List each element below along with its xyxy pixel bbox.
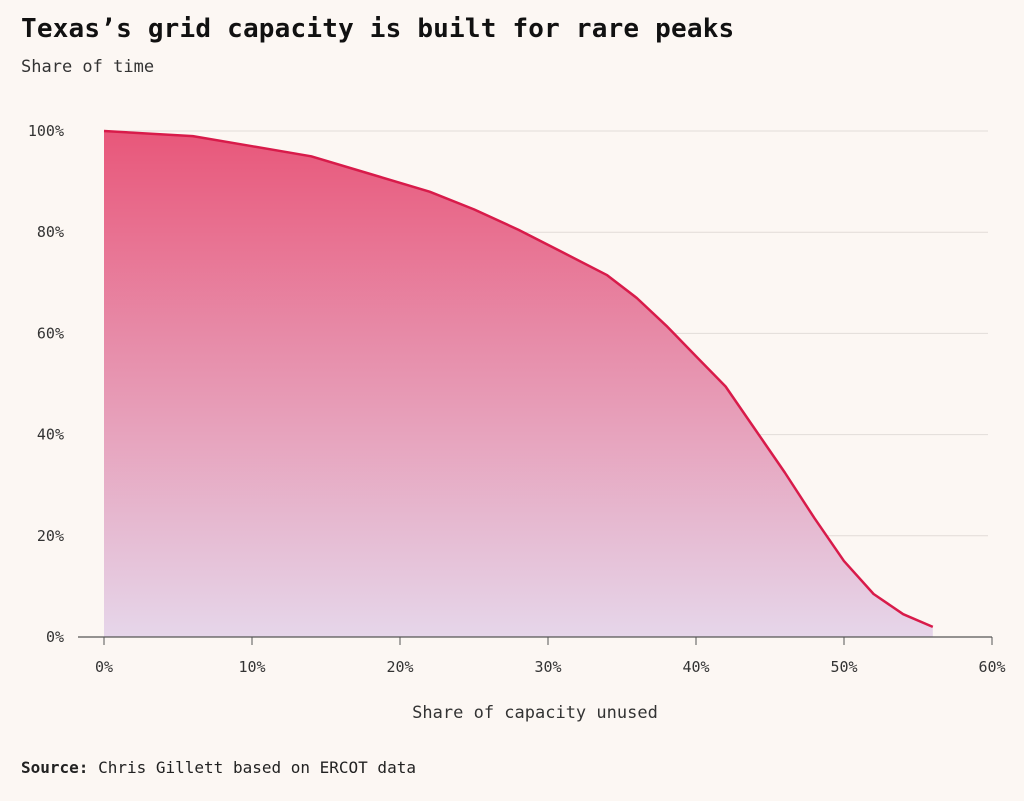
- tick-labels: 0% 20% 40% 60% 80% 100% 0% 10% 20% 30% 40% 50% 60% Sh…: [28, 122, 1006, 723]
- x-tick-label: 50%: [830, 658, 857, 676]
- area-chart: 0% 20% 40% 60% 80% 100% 0% 10% 20% 30% 40% 50% 60% Sh…: [28, 122, 1006, 723]
- x-tick-label: 20%: [386, 658, 413, 676]
- y-tick-label: 100%: [28, 122, 64, 140]
- x-tick-label: 0%: [95, 658, 113, 676]
- x-tick-label: 60%: [978, 658, 1005, 676]
- y-tick-label: 20%: [37, 527, 64, 545]
- area-fill: [104, 131, 933, 637]
- y-tick-label: 80%: [37, 223, 64, 241]
- source-text: Chris Gillett based on ERCOT data: [98, 758, 416, 777]
- y-tick-label: 40%: [37, 426, 64, 444]
- y-tick-label: 0%: [46, 628, 64, 646]
- area-series: [103, 129, 934, 637]
- chart-title: Texas’s grid capacity is built for rare …: [21, 14, 735, 44]
- x-axis-title: Share of capacity unused: [412, 703, 658, 723]
- axes: [78, 636, 993, 645]
- x-tick-label: 40%: [682, 658, 709, 676]
- y-tick-label: 60%: [37, 324, 64, 342]
- source-note: Source: Chris Gillett based on ERCOT dat…: [21, 758, 416, 777]
- chart-subtitle: Share of time: [21, 57, 155, 77]
- x-tick-label: 10%: [238, 658, 265, 676]
- x-tick-label: 30%: [534, 658, 561, 676]
- source-label: Source:: [21, 758, 89, 777]
